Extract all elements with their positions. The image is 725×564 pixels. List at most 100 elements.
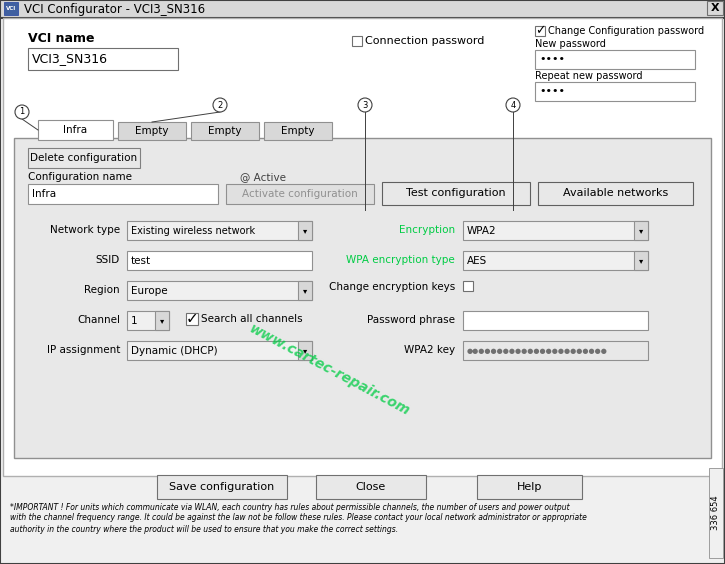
Text: Close: Close [356, 482, 386, 492]
Text: SSID: SSID [96, 255, 120, 265]
Text: VCI3_SN316: VCI3_SN316 [32, 52, 108, 65]
Text: Activate configuration: Activate configuration [242, 189, 358, 199]
Text: Region: Region [84, 285, 120, 295]
Text: VCI Configurator - VCI3_SN316: VCI Configurator - VCI3_SN316 [24, 2, 205, 15]
Text: Existing wireless network: Existing wireless network [131, 226, 255, 236]
Text: ••••: •••• [539, 55, 565, 64]
Text: Network type: Network type [50, 225, 120, 235]
Bar [463, 251, 648, 270]
Bar [226, 184, 374, 204]
Bar [28, 148, 140, 168]
Text: ▾: ▾ [639, 256, 643, 265]
Bar [127, 221, 312, 240]
Bar [463, 311, 648, 330]
Bar [634, 251, 648, 270]
Bar [127, 281, 312, 300]
Text: Channel: Channel [77, 315, 120, 325]
Bar [127, 311, 169, 330]
Bar [463, 221, 648, 240]
Text: VCI: VCI [6, 6, 16, 11]
Text: authority in the country where the product will be used to ensure that you make : authority in the country where the produ… [10, 525, 398, 534]
Text: Connection password: Connection password [365, 36, 484, 46]
Text: with the channel frequency range. It could be against the law not be follow thes: with the channel frequency range. It cou… [10, 513, 587, 522]
Text: ▾: ▾ [303, 286, 307, 295]
Text: Empty: Empty [208, 126, 241, 136]
Text: test: test [131, 255, 151, 266]
Bar [298, 221, 312, 240]
Bar [352, 36, 362, 46]
Text: AES: AES [467, 255, 487, 266]
Bar [298, 341, 312, 360]
Text: ✓: ✓ [186, 311, 199, 327]
Bar [127, 341, 312, 360]
Bar [634, 221, 648, 240]
Circle shape [213, 98, 227, 112]
Text: Available networks: Available networks [563, 188, 668, 199]
Bar [535, 26, 545, 36]
Bar [709, 468, 723, 558]
Text: Infra: Infra [32, 189, 56, 199]
Text: ●●●●●●●●●●●●●●●●●●●●●●●: ●●●●●●●●●●●●●●●●●●●●●●● [467, 347, 608, 354]
Text: Change Configuration password: Change Configuration password [548, 26, 704, 36]
Bar [382, 182, 530, 205]
Bar [38, 120, 113, 140]
Text: 4: 4 [510, 100, 515, 109]
Text: Save configuration: Save configuration [170, 482, 275, 492]
Bar [535, 82, 695, 101]
Bar [298, 281, 312, 300]
Bar [707, 1, 723, 15]
Bar [538, 182, 693, 205]
Bar [157, 475, 287, 499]
Text: ▾: ▾ [303, 346, 307, 355]
Text: IP assignment: IP assignment [46, 345, 120, 355]
Text: 2: 2 [218, 100, 223, 109]
Text: Password phrase: Password phrase [367, 315, 455, 325]
Bar [463, 341, 648, 360]
Text: WPA2: WPA2 [467, 226, 497, 236]
Text: ••••: •••• [539, 86, 565, 96]
Bar [28, 184, 218, 204]
Text: Change encryption keys: Change encryption keys [328, 282, 455, 292]
Text: X: X [710, 3, 719, 13]
Bar [477, 475, 582, 499]
Bar [191, 122, 259, 140]
Bar [118, 122, 186, 140]
Text: 1: 1 [131, 315, 138, 325]
Bar [28, 48, 178, 70]
Bar [155, 311, 169, 330]
Text: Delete configuration: Delete configuration [30, 153, 138, 163]
Text: *IMPORTANT ! For units which communicate via WLAN, each country has rules about : *IMPORTANT ! For units which communicate… [10, 503, 570, 512]
Text: ▾: ▾ [160, 316, 164, 325]
Text: 336 654: 336 654 [711, 496, 721, 530]
Bar [3, 18, 722, 476]
Text: Empty: Empty [136, 126, 169, 136]
Text: ▾: ▾ [639, 226, 643, 235]
Text: Configuration name: Configuration name [28, 172, 132, 182]
Circle shape [15, 105, 29, 119]
Circle shape [358, 98, 372, 112]
Text: Help: Help [517, 482, 542, 492]
Text: WPA encryption type: WPA encryption type [347, 255, 455, 265]
Text: VCI name: VCI name [28, 32, 94, 45]
Bar [127, 251, 312, 270]
Text: WPA2 key: WPA2 key [404, 345, 455, 355]
Bar [186, 313, 198, 325]
Bar [264, 122, 332, 140]
Circle shape [506, 98, 520, 112]
Text: Encryption: Encryption [399, 225, 455, 235]
Text: @ Active: @ Active [240, 172, 286, 182]
Bar [4, 2, 18, 15]
Text: Search all channels: Search all channels [201, 314, 302, 324]
Bar [463, 281, 473, 291]
Bar [14, 138, 711, 458]
Bar [0, 0, 725, 18]
Text: www.cartec-repair.com: www.cartec-repair.com [247, 321, 413, 418]
Text: Test configuration: Test configuration [406, 188, 506, 199]
Text: Europe: Europe [131, 285, 167, 296]
Text: 3: 3 [362, 100, 368, 109]
Text: ▾: ▾ [303, 226, 307, 235]
Text: Dynamic (DHCP): Dynamic (DHCP) [131, 346, 218, 355]
Text: Repeat new password: Repeat new password [535, 71, 642, 81]
Text: New password: New password [535, 39, 606, 49]
Text: Infra: Infra [63, 125, 87, 135]
